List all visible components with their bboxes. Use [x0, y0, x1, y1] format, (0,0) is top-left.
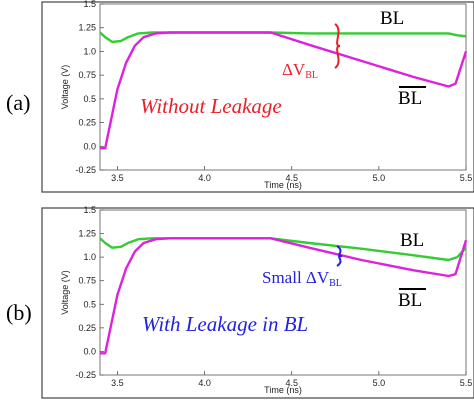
- blbar-label: BL: [398, 88, 422, 109]
- y-tick-label: 0.75: [78, 70, 96, 80]
- x-tick-label: 4.5: [285, 378, 298, 388]
- y-axis-label: Voltage (V): [60, 65, 70, 110]
- panel-annotation: With Leakage in BL: [142, 312, 308, 336]
- delta-brace: [334, 23, 341, 69]
- x-tick-label: 4.0: [198, 173, 211, 183]
- y-tick-label: 0.75: [78, 276, 96, 286]
- y-tick-label: 1.25: [78, 229, 96, 239]
- y-tick-label: 0.25: [78, 323, 96, 333]
- y-tick-label: 1.5: [83, 0, 96, 9]
- series-line: [100, 31, 468, 150]
- y-axis-label: Voltage (V): [60, 270, 70, 315]
- y-tick-label: -0.25: [75, 165, 96, 175]
- x-tick-label: 5.5: [460, 378, 473, 388]
- x-tick-label: 4.5: [285, 173, 298, 183]
- y-tick-label: 1.25: [78, 23, 96, 33]
- delta-brace: [336, 245, 343, 267]
- x-tick-label: 3.5: [111, 173, 124, 183]
- y-tick-label: 0.5: [83, 299, 96, 309]
- chart-panel: 1.5 1.25 1.0 0.75 0.5 0.25 0.0 -0.25 3.5 4.0 4.5 5.…: [6, 0, 474, 193]
- blbar-label: BL: [398, 290, 422, 311]
- bl-label: BL: [400, 230, 424, 251]
- y-tick-label: 0.0: [83, 141, 96, 151]
- y-tick-label: 0.0: [83, 346, 96, 356]
- x-axis-label: Time (ns): [264, 385, 302, 395]
- y-tick-label: 0.5: [83, 94, 96, 104]
- chart-panel: 1.5 1.25 1.0 0.75 0.5 0.25 0.0 -0.25 3.5 4.0 4.5 5.…: [6, 205, 474, 399]
- delta-v-subscript: BL: [305, 70, 318, 81]
- panel-letter: (a): [6, 90, 30, 115]
- x-tick-label: 3.5: [111, 378, 124, 388]
- bl-label: BL: [380, 8, 404, 29]
- y-tick-label: 1.5: [83, 205, 96, 215]
- y-tick-label: 1.0: [83, 46, 96, 56]
- x-tick-label: 4.0: [198, 378, 211, 388]
- y-tick-label: 0.25: [78, 118, 96, 128]
- panel-annotation: Without Leakage: [140, 94, 282, 118]
- x-axis-label: Time (ns): [264, 180, 302, 190]
- x-tick-label: 5.0: [373, 173, 386, 183]
- x-tick-label: 5.0: [373, 378, 386, 388]
- delta-v-label: Small ΔVBL: [262, 268, 342, 289]
- panel-letter: (b): [6, 300, 32, 325]
- delta-v-subscript: BL: [329, 278, 342, 289]
- y-tick-label: 1.0: [83, 252, 96, 262]
- y-tick-label: -0.25: [75, 370, 96, 380]
- x-tick-label: 5.5: [460, 173, 473, 183]
- series-line: [100, 237, 468, 355]
